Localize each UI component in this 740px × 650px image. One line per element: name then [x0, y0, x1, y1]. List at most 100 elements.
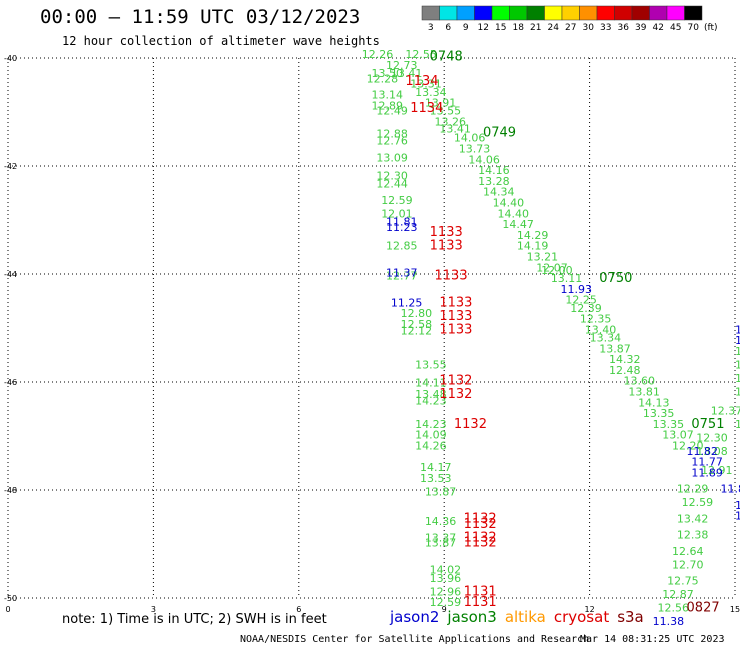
- pass-time-label: 1132: [439, 387, 472, 402]
- legend-label: 42: [653, 23, 664, 33]
- pass-time-label: 1132: [439, 374, 472, 389]
- wave-height-point: 12.77: [386, 269, 418, 282]
- wave-height-point: 14.06: [454, 132, 486, 145]
- wave-height-point: 12.59: [381, 194, 413, 207]
- wave-height-point: 13.35: [653, 418, 685, 431]
- wave-height-point: 13.50: [372, 67, 404, 80]
- legend-label: 18: [513, 23, 525, 33]
- wave-height-point: 13.91: [425, 97, 457, 110]
- wave-height-point: 12.96: [430, 585, 462, 598]
- wave-height-point: 12.30: [696, 431, 728, 444]
- wave-height-point: 12.59: [682, 496, 714, 509]
- pass-time-label: 1132: [464, 530, 497, 545]
- y-tick-label: -50: [4, 594, 17, 603]
- legend-label: 70: [688, 23, 700, 33]
- pass-time-label: 1134: [405, 74, 438, 89]
- x-tick-label: 9: [442, 605, 447, 614]
- wave-height-point: 14.02: [430, 564, 462, 577]
- wave-height-point: 12.35: [580, 313, 612, 326]
- legend-swatch: [614, 5, 633, 21]
- wave-height-point: 11.98: [735, 499, 740, 512]
- wave-height-point: 12.88: [376, 127, 408, 140]
- wave-height-point: 12.07: [536, 261, 568, 274]
- wave-height-point: 13.96: [430, 572, 462, 585]
- pass-time-label: 1133: [439, 295, 472, 310]
- wave-height-point: 12.12: [401, 324, 433, 337]
- pass-time-label: 1131: [464, 584, 497, 599]
- footer-timestamp: Mar 14 08:31:25 UTC 2023: [580, 634, 725, 645]
- wave-height-point: 13.31: [410, 78, 442, 91]
- wave-height-point: 12.20: [672, 440, 704, 453]
- legend-label: 24: [548, 23, 560, 33]
- legend-swatch: [491, 5, 510, 21]
- wave-height-point: 13.34: [415, 86, 447, 99]
- legend-label: 36: [618, 23, 630, 33]
- wave-height-point: 12.87: [662, 588, 694, 601]
- wave-height-point: 14.23: [415, 418, 447, 431]
- legend-label: 3: [428, 23, 434, 33]
- wave-height-point: 13.21: [527, 251, 559, 264]
- wave-height-point: 14.26: [415, 440, 447, 453]
- wave-height-point: 12.76: [376, 134, 408, 147]
- wave-height-point: 12.91: [701, 464, 733, 477]
- satellite-label-altika: altika: [504, 608, 546, 626]
- legend-swatch: [439, 5, 458, 21]
- wave-height-point: 12.64: [672, 545, 704, 558]
- legend-label: 9: [463, 23, 469, 33]
- legend-label: 39: [635, 23, 647, 33]
- legend-swatch: [561, 5, 580, 21]
- legend-swatch: [526, 5, 545, 21]
- wave-height-point: 13.41: [439, 123, 471, 136]
- wave-height-point: 13.35: [643, 407, 675, 420]
- wave-height-point: 11.3: [735, 323, 740, 336]
- color-legend: 3 6 9 12 15 18 21 24 27 30 33 36 39 42 45 70 (ft): [421, 5, 718, 33]
- wave-height-point: 13.40: [585, 323, 617, 336]
- wave-height-point: 12.48: [609, 364, 641, 377]
- chart-title: 00:00 – 11:59 UTC 03/12/2023: [40, 6, 361, 28]
- x-tick-label: 3: [151, 605, 156, 614]
- wave-height-point: 12.85: [386, 240, 418, 253]
- legend-swatch: [684, 5, 703, 21]
- wave-height-point: 14.09: [415, 429, 447, 442]
- wave-height-point: 14.11: [415, 376, 447, 389]
- pass-time-label: 1133: [439, 322, 472, 337]
- satellite-label-jason3: jason3: [447, 608, 497, 626]
- wave-height-point: 13.42: [677, 512, 709, 525]
- wave-height-point: 12.80: [401, 307, 433, 320]
- wave-height-point: 13.55: [430, 105, 462, 118]
- note-text: note: 1) Time is in UTC; 2) SWH is in fe…: [62, 612, 327, 627]
- wave-height-point: 14.16: [478, 164, 510, 177]
- satellite-label-s3a: s3a: [617, 608, 644, 626]
- wave-height-point: 12.70: [672, 558, 704, 571]
- wave-height-point: 11.4: [735, 334, 740, 347]
- wave-height-point: 14.23: [415, 395, 447, 408]
- wave-height-point: 11.89: [691, 467, 723, 480]
- wave-height-point: 13.73: [459, 143, 491, 156]
- y-tick-label: -46: [4, 378, 17, 387]
- satellite-label-cryosat: cryosat: [553, 608, 610, 626]
- pass-time-label: 0827: [687, 601, 720, 616]
- legend-swatch: [579, 5, 598, 21]
- chart-subtitle: 12 hour collection of altimeter wave hei…: [62, 34, 380, 48]
- y-tick-label: -44: [4, 270, 17, 279]
- wave-height-point: 12.3: [735, 372, 740, 385]
- wave-height-point: 13.55: [415, 359, 447, 372]
- x-tick-label: 15: [730, 605, 740, 614]
- wave-height-point: 12.29: [677, 483, 709, 496]
- pass-time-label: 1133: [430, 239, 463, 254]
- pass-time-label: 0750: [599, 271, 632, 286]
- y-tick-label: -48: [4, 486, 17, 495]
- pass-time-label: 1133: [439, 309, 472, 324]
- wave-height-point: 13.60: [624, 375, 656, 388]
- wave-height-point: 12.2: [735, 359, 740, 372]
- wave-height-point: 14.34: [483, 186, 515, 199]
- chart-grid: [7, 57, 736, 599]
- legend-swatch: [421, 5, 440, 21]
- wave-height-point: 13.34: [590, 332, 622, 345]
- legend-swatch: [649, 5, 668, 21]
- wave-height-point: 14.06: [468, 153, 500, 166]
- wave-height-point: 13.3: [735, 418, 740, 431]
- wave-height-point: 13.87: [425, 485, 457, 498]
- legend-swatch: [596, 5, 615, 21]
